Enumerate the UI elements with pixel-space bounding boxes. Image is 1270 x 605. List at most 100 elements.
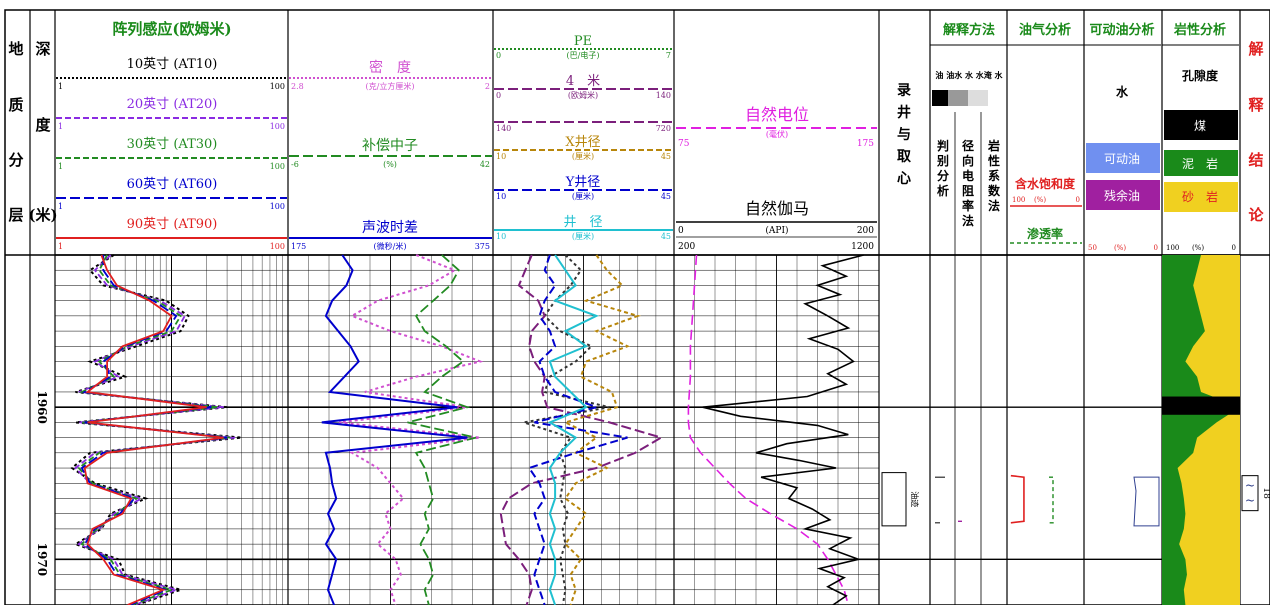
curve-补偿中子 — [407, 254, 477, 605]
ind-min: 1 — [58, 202, 63, 211]
ind-curve-label: 30英寸 (AT30) — [127, 137, 218, 152]
sand-swatch — [1164, 182, 1238, 212]
lith-scale-max: 0 — [1232, 244, 1236, 252]
core-char: 录 — [897, 83, 911, 99]
lithology-column — [1162, 255, 1240, 605]
porosity-header: 密 度 (克/立方厘米) 2.8 2 补偿中子 (%) -6 42 声波时差 (微秒/米) 175 3… — [289, 59, 492, 251]
interp-col-char: 率 — [962, 198, 974, 213]
mid-max: 45 — [661, 152, 671, 161]
residual-oil-label: 残余油 — [1104, 188, 1140, 203]
geo-layer-char-1: 地 — [8, 40, 23, 58]
interp-col-char: 分 — [937, 168, 949, 183]
interp-col-char: 向 — [962, 153, 974, 168]
interp-col-char: 系 — [988, 168, 1000, 183]
result-symbol: ~ — [1245, 494, 1255, 508]
mid-min: 10 — [496, 232, 506, 241]
coal-swatch — [1164, 110, 1238, 140]
log-curves — [70, 254, 864, 605]
depth-track-header: 地 质 分 层 深 度 (米) — [8, 40, 57, 224]
result-symbol: ~ — [1245, 479, 1255, 493]
result-char-3: 结 — [1248, 151, 1263, 169]
por-unit: (%) — [383, 160, 397, 169]
fluid-oil-swatch — [932, 90, 948, 106]
perm-label: 渗透率 — [1027, 226, 1063, 241]
water-sat-max: 0 — [1076, 196, 1080, 204]
core-char: 取 — [897, 149, 912, 165]
movable-water: 水 — [1116, 84, 1129, 99]
interp-fluids: 油 油水 水 水淹 水 — [935, 70, 1003, 80]
interp-col-char: 性 — [987, 153, 1000, 168]
ind-max: 100 — [270, 122, 285, 131]
ind-curve-label: 60英寸 (AT60) — [127, 177, 218, 192]
mid-label: X井径 — [565, 135, 600, 150]
ind-min: 1 — [58, 122, 63, 131]
movable-title: 可动油分析 — [1089, 22, 1154, 38]
interp-col-char: 电 — [962, 168, 974, 183]
residual-oil-swatch — [1086, 180, 1160, 210]
mid-unit: (欧姆米) — [568, 90, 598, 100]
por-unit: (微秒/米) — [374, 241, 407, 251]
sp-min: 75 — [678, 139, 690, 149]
mid-max: 45 — [661, 192, 671, 201]
mid-label: 4 米 — [566, 74, 600, 89]
por-min: -6 — [291, 160, 299, 169]
interp-col-char: 别 — [936, 154, 949, 168]
porosity-label: 孔隙度 — [1182, 68, 1219, 83]
mid-min: 10 — [496, 192, 506, 201]
shale-label: 泥 岩 — [1182, 156, 1218, 171]
por-label: 密 度 — [369, 59, 411, 76]
oil-gas-title: 油气分析 — [1019, 22, 1071, 38]
ind-curve-label: 20英寸 (AT20) — [127, 97, 218, 112]
movable-scale-min: 50 — [1088, 244, 1097, 252]
induction-header: 阵列感应(欧姆米) 10英寸 (AT10) 1 100 20英寸 (AT20) 1 100… — [56, 20, 287, 251]
curve-声波时差 — [321, 254, 468, 605]
movable-scale-unit: (%) — [1114, 244, 1126, 252]
por-unit: (克/立方厘米) — [366, 81, 415, 91]
interp-col-char: 法 — [988, 198, 1000, 213]
gr-unit: (API) — [765, 225, 788, 236]
por-min: 2.8 — [291, 82, 304, 91]
ind-min: 1 — [58, 162, 63, 171]
coal-label: 煤 — [1194, 119, 1206, 133]
movable-oil-outline — [1133, 476, 1160, 527]
curve-10英寸 (AT10) — [70, 254, 242, 605]
interp-col-char: 法 — [962, 213, 974, 228]
result-number: 18 — [1261, 487, 1270, 499]
curve-井 径 — [547, 254, 599, 605]
curve-密度 — [339, 254, 484, 605]
shale-swatch — [1164, 150, 1238, 176]
water-sat-min: 100 — [1012, 196, 1025, 204]
core-char: 与 — [897, 127, 911, 143]
fluid-oilwater-swatch — [948, 90, 968, 106]
mid-min: 0 — [496, 91, 501, 100]
sand-fill — [1177, 255, 1240, 605]
sp-unit: (毫伏) — [766, 129, 788, 139]
sp-gr-header: 自然电位 (毫伏) 75 175 自然伽马 (API) 0 200 200 12… — [676, 105, 877, 252]
movable-scale-max: 0 — [1154, 244, 1158, 252]
movable-oil-header: 可动油分析 水 可动油 残余油 50 (%) 0 — [1086, 22, 1160, 252]
interp-col-char: 径 — [962, 138, 974, 153]
geo-layer-char-4: 层 — [8, 206, 23, 224]
mid-label: PE — [574, 34, 592, 49]
depth-char-3: (米) — [28, 206, 57, 224]
curve-Y井径 — [527, 254, 628, 605]
mid-unit: (厘米) — [572, 191, 594, 201]
result-char-4: 论 — [1248, 206, 1264, 224]
water-sat-unit: (%) — [1034, 196, 1046, 204]
sp-max: 175 — [857, 139, 874, 149]
lith-scale-min: 100 — [1166, 244, 1179, 252]
mid-unit: (厘米) — [572, 231, 594, 241]
por-max: 2 — [485, 82, 490, 91]
ind-max: 100 — [270, 162, 285, 171]
outer-border — [4, 9, 1270, 605]
interp-col-char: 数 — [988, 183, 1001, 198]
curve-90英寸 (AT90) — [83, 254, 224, 605]
grid-layer: 1960 1970 — [35, 254, 1240, 605]
coal-fill — [1162, 396, 1240, 415]
core-char: 井 — [897, 104, 911, 121]
interp-method-title: 解释方法 — [942, 22, 995, 38]
curve-自然伽马 — [702, 254, 864, 605]
depth-char-2: 度 — [35, 116, 51, 134]
